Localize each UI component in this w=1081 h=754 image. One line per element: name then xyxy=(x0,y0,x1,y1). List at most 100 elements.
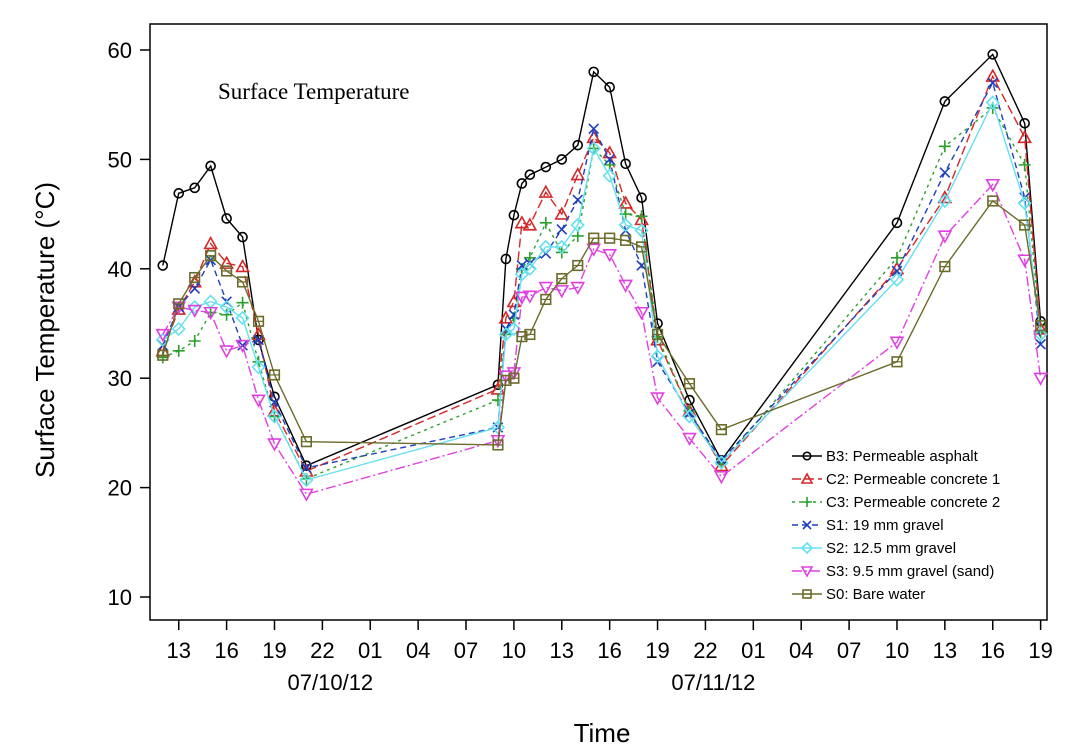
data-point xyxy=(1017,196,1032,211)
data-point xyxy=(620,158,631,170)
x-tick-label: 22 xyxy=(693,638,717,663)
data-point xyxy=(219,299,234,315)
data-point xyxy=(301,460,312,472)
data-point xyxy=(682,409,697,424)
data-point xyxy=(490,420,506,435)
data-point xyxy=(251,394,266,408)
data-point xyxy=(540,161,552,173)
data-point xyxy=(267,438,282,452)
data-point xyxy=(604,154,616,165)
legend-label: S2: 12.5 mm gravel xyxy=(826,540,956,557)
y-tick-label: 60 xyxy=(108,38,132,63)
data-point xyxy=(586,243,602,257)
data-point xyxy=(985,178,1001,193)
legend-entry: C3: Permeable concrete 2 xyxy=(792,494,1000,511)
data-point xyxy=(522,261,537,276)
x-tick-label: 04 xyxy=(406,638,430,663)
data-point xyxy=(635,210,648,223)
series-6 xyxy=(157,195,1047,451)
x-tick-label: 01 xyxy=(741,638,765,663)
data-point xyxy=(586,141,601,156)
data-point xyxy=(634,223,649,238)
data-point xyxy=(800,566,814,578)
legend-label: S0: Bare water xyxy=(826,586,925,603)
y-tick-label: 30 xyxy=(108,366,132,391)
data-point xyxy=(299,472,314,488)
data-point xyxy=(714,471,729,485)
data-point xyxy=(187,304,203,319)
data-point xyxy=(588,123,600,135)
x-tick-label: 16 xyxy=(597,638,621,663)
data-point xyxy=(556,154,568,165)
data-point xyxy=(939,96,951,107)
x-tick-label: 10 xyxy=(885,638,909,663)
data-point xyxy=(522,290,538,304)
data-point xyxy=(618,195,633,209)
data-point xyxy=(173,188,185,199)
y-tick-label: 50 xyxy=(108,147,132,172)
data-point xyxy=(554,206,570,220)
data-point xyxy=(253,334,264,346)
data-point xyxy=(1018,158,1031,171)
data-point xyxy=(506,321,522,337)
data-point xyxy=(987,49,999,60)
x-tick-label: 22 xyxy=(310,638,334,663)
data-point xyxy=(987,77,999,89)
date-label: 07/11/12 xyxy=(671,670,755,695)
y-tick-label: 20 xyxy=(108,476,132,501)
legend-label: B3: Permeable asphalt xyxy=(826,448,979,465)
data-point xyxy=(889,336,905,350)
data-point xyxy=(618,217,633,233)
data-point xyxy=(1033,327,1048,342)
data-point xyxy=(937,230,953,244)
plot-area-frame xyxy=(149,23,1048,621)
data-point xyxy=(516,260,528,271)
legend-entry: C2: Permeable concrete 1 xyxy=(792,471,1000,488)
data-point xyxy=(508,209,520,221)
x-tick-label: 07 xyxy=(454,638,478,663)
data-point xyxy=(219,345,234,359)
data-point xyxy=(985,95,1000,110)
series-line xyxy=(162,183,1042,496)
data-point xyxy=(251,360,266,375)
data-point xyxy=(155,328,171,343)
data-point xyxy=(938,140,951,153)
data-point xyxy=(636,192,647,203)
data-point xyxy=(985,68,1001,82)
legend-entry: S2: 12.5 mm gravel xyxy=(792,540,956,557)
data-point xyxy=(155,332,170,348)
data-point xyxy=(604,81,615,93)
data-point xyxy=(802,520,812,530)
data-point xyxy=(203,235,219,250)
x-tick-label: 16 xyxy=(980,638,1004,663)
data-point xyxy=(800,541,814,555)
chart-title: Surface Temperature xyxy=(218,79,409,104)
data-point xyxy=(554,239,569,255)
data-point xyxy=(1017,129,1033,144)
x-tick-label: 13 xyxy=(550,638,574,663)
date-label: 07/10/12 xyxy=(288,670,374,695)
data-point xyxy=(514,215,530,229)
y-tick-label: 10 xyxy=(108,585,132,610)
data-point xyxy=(539,216,552,229)
data-point xyxy=(891,217,903,229)
data-point xyxy=(299,488,314,502)
data-point xyxy=(498,327,514,342)
data-point xyxy=(236,296,249,309)
data-point xyxy=(514,267,530,282)
data-point xyxy=(802,497,812,507)
data-point xyxy=(538,239,553,255)
legend-label: S1: 19 mm gravel xyxy=(826,517,944,534)
data-point xyxy=(491,394,504,407)
series-5 xyxy=(155,178,1048,502)
data-point xyxy=(538,281,554,296)
data-point xyxy=(572,194,584,206)
data-point xyxy=(220,308,233,321)
data-point xyxy=(1017,254,1033,268)
data-point xyxy=(682,432,697,447)
data-point xyxy=(237,231,248,243)
data-point xyxy=(802,451,812,461)
data-point xyxy=(602,168,617,183)
data-point xyxy=(500,253,512,265)
